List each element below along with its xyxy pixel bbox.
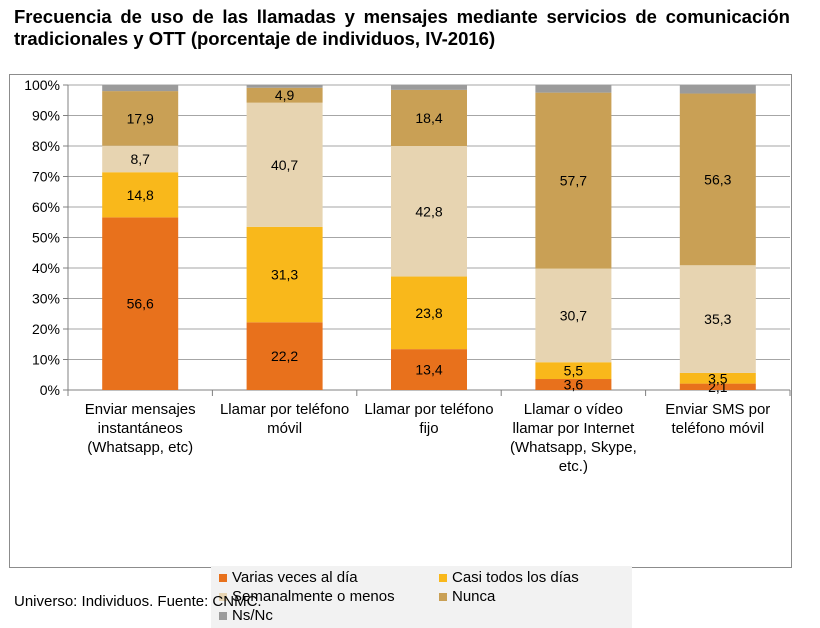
bar-segment xyxy=(535,85,612,93)
data-label: 17,9 xyxy=(127,110,154,126)
category-label: Llamar o vídeo xyxy=(524,401,623,418)
data-label: 8,7 xyxy=(130,151,150,167)
bar-segment xyxy=(679,85,756,94)
bar-segment xyxy=(102,85,179,92)
category-label: móvil xyxy=(267,420,302,437)
data-label: 13,4 xyxy=(415,362,442,378)
data-label: 5,5 xyxy=(564,363,584,379)
data-label: 57,7 xyxy=(560,173,587,189)
category-label: Enviar SMS por xyxy=(665,401,770,418)
y-tick-label: 90% xyxy=(32,108,60,124)
bar-segment xyxy=(246,85,323,88)
y-tick-label: 60% xyxy=(32,199,60,215)
data-label: 35,3 xyxy=(704,311,731,327)
chart-title: Frecuencia de uso de las llamadas y mens… xyxy=(14,6,790,49)
y-tick-label: 0% xyxy=(40,382,60,398)
data-label: 56,6 xyxy=(127,296,154,312)
data-label: 3,6 xyxy=(564,377,584,393)
bar-segment xyxy=(391,85,467,90)
data-label: 4,9 xyxy=(275,87,295,103)
footnote: Universo: Individuos. Fuente: CNMC. xyxy=(14,593,262,610)
y-tick-label: 100% xyxy=(24,77,60,93)
y-tick-label: 80% xyxy=(32,138,60,154)
bar-segment xyxy=(679,93,756,266)
data-label: 31,3 xyxy=(271,267,298,283)
legend-label: Casi todos los días xyxy=(452,569,579,586)
legend-label: Semanalmente o menos xyxy=(232,588,395,605)
legend: Varias veces al día Casi todos los días Se… xyxy=(211,566,632,628)
data-label: 3,5 xyxy=(708,370,728,386)
bar-segment xyxy=(246,87,323,103)
legend-item: Semanalmente o menos xyxy=(219,588,395,605)
category-label: Llamar por teléfono xyxy=(220,401,349,418)
bar-segment xyxy=(391,276,467,350)
y-tick-label: 10% xyxy=(32,352,60,368)
category-label: (Whatsapp, Skype, xyxy=(510,439,637,456)
bar-segment xyxy=(246,226,323,323)
bar-segment xyxy=(535,379,612,390)
legend-swatch xyxy=(219,573,227,582)
category-label: Enviar mensajes xyxy=(85,401,196,418)
bar-segment xyxy=(679,265,756,373)
category-label: teléfono móvil xyxy=(672,420,765,437)
bar-segment xyxy=(679,372,756,384)
legend-swatch xyxy=(439,573,447,582)
data-label: 56,3 xyxy=(704,171,731,187)
bar-segment xyxy=(246,322,323,390)
stacked-bar-chart: 0% 10% 20% 30% 40% 50% 60% 70% 80% 90% 100% 56,6 14,… xyxy=(24,77,791,475)
y-tick-label: 40% xyxy=(32,260,60,276)
data-label: 40,7 xyxy=(271,157,298,173)
bar-segment xyxy=(102,145,179,173)
bar-segment xyxy=(679,383,756,390)
category-label: llamar por Internet xyxy=(513,420,636,437)
legend-label: Nunca xyxy=(452,588,496,605)
legend-item: Casi todos los días xyxy=(439,569,579,586)
bar-segment xyxy=(391,349,467,390)
data-label: 30,7 xyxy=(560,307,587,323)
data-label: 14,8 xyxy=(127,187,154,203)
bar-segment xyxy=(246,102,323,227)
y-tick-label: 70% xyxy=(32,169,60,185)
bar-segment xyxy=(535,362,612,380)
bar-segment xyxy=(102,172,179,218)
data-label: 22,2 xyxy=(271,348,298,364)
bar-segment xyxy=(391,89,467,146)
chart-area: 0% 10% 20% 30% 40% 50% 60% 70% 80% 90% 100% 56,6 14,… xyxy=(9,74,792,628)
legend-swatch xyxy=(219,592,227,601)
y-tick-label: 20% xyxy=(32,321,60,337)
y-tick-label: 30% xyxy=(32,291,60,307)
legend-swatch xyxy=(219,611,227,620)
bar-segment xyxy=(102,91,179,146)
legend-label: Varias veces al día xyxy=(232,569,358,586)
category-label: fijo xyxy=(419,420,438,437)
bar-segment xyxy=(535,268,612,363)
legend-item: Varias veces al día xyxy=(219,569,358,586)
legend-item: Nunca xyxy=(439,588,495,605)
category-label: etc.) xyxy=(559,458,588,475)
y-tick-label: 50% xyxy=(32,230,60,246)
category-label: (Whatsapp, etc) xyxy=(87,439,193,456)
bar-segment xyxy=(102,217,179,390)
data-label: 23,8 xyxy=(415,305,442,321)
bar-segment xyxy=(535,92,612,269)
category-label: instantáneos xyxy=(98,420,183,437)
legend-swatch xyxy=(439,592,447,601)
bar-segment xyxy=(391,146,467,277)
data-label: 18,4 xyxy=(415,110,442,126)
data-label: 42,8 xyxy=(415,203,442,219)
category-label: Llamar por teléfono xyxy=(364,401,493,418)
